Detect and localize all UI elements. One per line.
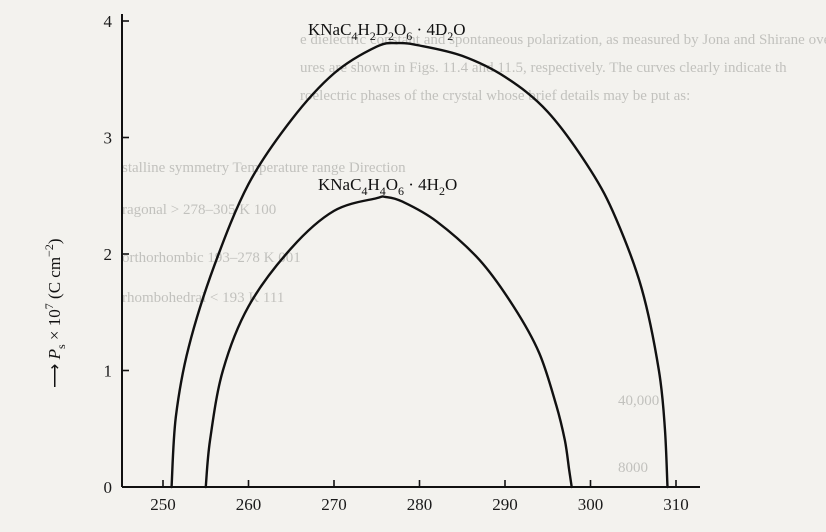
series-curve-1: [204, 195, 573, 489]
bleed-text-line: 40,000: [618, 393, 659, 409]
y-tick-label: 0: [104, 478, 113, 497]
x-tick-label: 290: [492, 495, 518, 514]
y-tick-label: 2: [104, 245, 113, 264]
series-curve-0: [170, 41, 669, 489]
bleed-text-line: roelectric phases of the crystal whose b…: [300, 88, 690, 104]
y-axis-label: ⟶ Ps × 107 (C cm−2): [42, 238, 68, 388]
y-tick-label: 3: [104, 129, 113, 148]
x-tick-label: 280: [407, 495, 433, 514]
y-tick-label: 4: [104, 12, 113, 31]
bleed-text-line: ures are shown in Figs. 11.4 and 11.5, r…: [300, 60, 787, 76]
ticks: 250 260 270 280 290 300 310 0 1 2 3 4: [104, 12, 689, 514]
series-label-hydrated: KNaC4H4O6 · 4H2O: [318, 175, 457, 198]
series-label-deuterated: KNaC4H2D2O6 · 4D2O: [308, 20, 466, 43]
bleed-text-line: orthorhombic 193–278 K 001: [122, 250, 301, 266]
bleed-text-line: 8000: [618, 460, 648, 476]
axes: [121, 14, 700, 488]
y-tick-label: 1: [104, 362, 113, 381]
bleed-text-line: ragonal > 278–305 K 100: [122, 202, 276, 218]
x-tick-label: 310: [663, 495, 689, 514]
x-tick-label: 270: [321, 495, 347, 514]
x-tick-label: 300: [578, 495, 604, 514]
bleed-text-line: stalline symmetry Temperature range Dire…: [122, 160, 406, 176]
curves: [170, 41, 669, 489]
x-tick-label: 250: [150, 495, 176, 514]
x-tick-label: 260: [236, 495, 262, 514]
bleed-text-line: e dielectric constant and spontaneous po…: [300, 32, 826, 48]
